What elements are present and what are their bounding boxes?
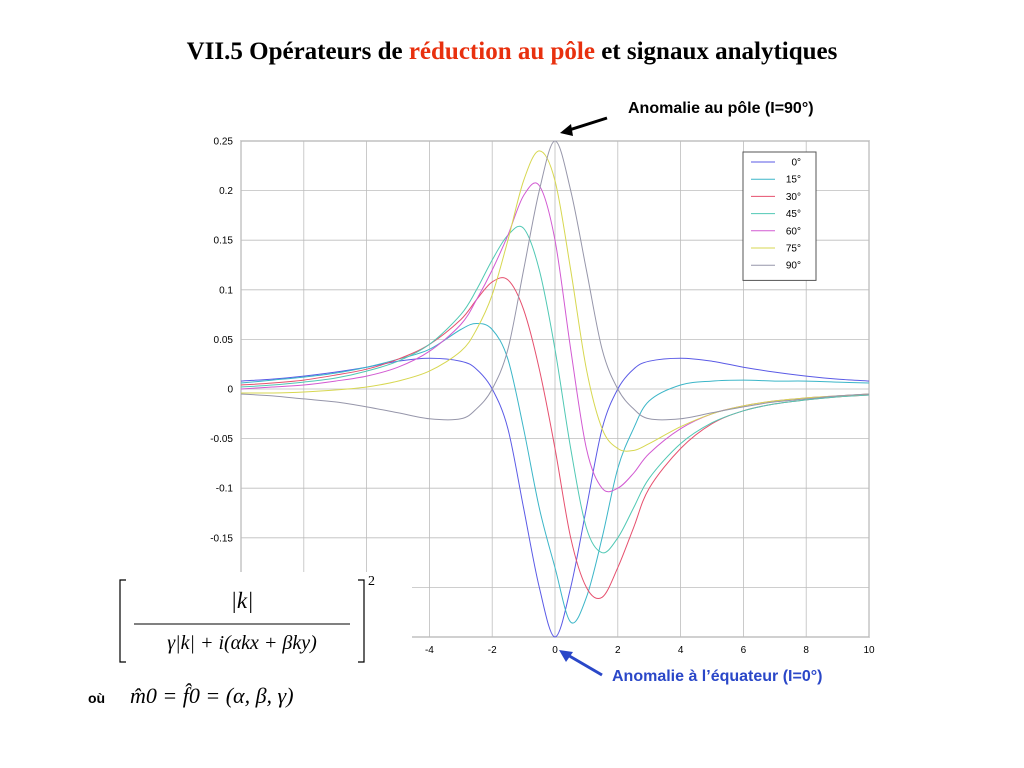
legend-label: 15° [786, 175, 801, 186]
legend-label: 90° [786, 261, 801, 272]
pole-arrow [565, 116, 608, 133]
legend-label: 75° [786, 244, 801, 255]
y-tick-label: -0.15 [210, 533, 233, 544]
legend-label: 0° [791, 158, 801, 169]
x-tick-label: -2 [488, 645, 497, 656]
formula-components: m̂0 = f̂0 = (α, β, γ) [130, 683, 294, 708]
annotation-arrows [559, 116, 608, 677]
pole-arrow-head [560, 124, 573, 136]
ou-label: où [88, 690, 106, 706]
x-tick-label: 6 [741, 645, 747, 656]
y-tick-label: 0.05 [214, 335, 234, 346]
chart-legend: 0° 15° 30° 45° 60° 75° 90° [742, 151, 817, 281]
annotation-equator: Anomalie à l’équateur (I=0°) [612, 668, 823, 685]
y-tick-label: 0.1 [219, 285, 233, 296]
x-tick-label: 8 [803, 645, 809, 656]
equator-arrow-head [559, 650, 573, 662]
series-line-5 [240, 150, 870, 452]
title-highlight: réduction au pôle [408, 38, 595, 65]
title-suffix: et signaux analytiques [594, 38, 838, 65]
title-prefix: VII.5 Opérateurs de [186, 38, 409, 65]
legend-box [742, 151, 817, 281]
y-tick-label: 0 [227, 385, 233, 396]
formula-reduction-operator: |k| γ|k| + i(αkx + βky) 2 [112, 572, 412, 670]
annotation-pole: Anomalie au pôle (I=90°) [628, 100, 814, 117]
formula-brackets [119, 579, 365, 663]
slide-title: VII.5 Opérateurs de réduction au pôle et… [0, 38, 1024, 66]
x-tick-label: 0 [552, 645, 558, 656]
legend-label: 45° [786, 209, 801, 220]
formula-exponent: 2 [368, 574, 375, 589]
y-tick-label: 0.15 [214, 236, 234, 247]
series-line-1 [240, 322, 870, 624]
y-tick-label: -0.1 [216, 484, 234, 495]
equator-arrow [565, 652, 603, 677]
y-tick-label: 0.25 [214, 137, 234, 148]
formula-denominator: γ|k| + i(αkx + βky) [167, 632, 317, 654]
x-tick-label: -4 [425, 645, 434, 656]
legend-label: 30° [786, 192, 801, 203]
series-line-6 [240, 140, 870, 421]
x-tick-label: 2 [615, 645, 621, 656]
y-tick-label: 0.2 [219, 186, 233, 197]
formula-numerator: |k| [230, 588, 254, 613]
chart-series [240, 140, 870, 638]
legend-label: 60° [786, 226, 801, 237]
y-tick-label: -0.05 [210, 434, 233, 445]
x-tick-label: 10 [863, 645, 875, 656]
series-line-3 [240, 225, 870, 554]
x-tick-label: 4 [678, 645, 684, 656]
chart-ticks: 0.25 0.2 0.15 0.1 0.05 0 -0.05 -0.1 -0.15 -4 -2 0 2 4… [210, 137, 875, 657]
